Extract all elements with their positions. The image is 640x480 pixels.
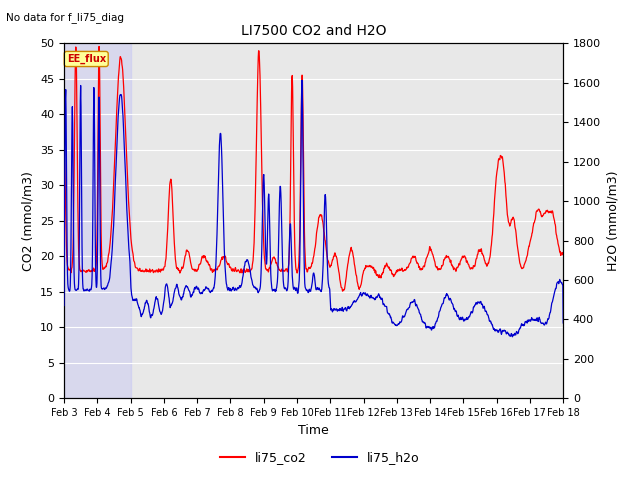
Text: No data for f_li75_diag: No data for f_li75_diag (6, 12, 124, 23)
X-axis label: Time: Time (298, 424, 329, 437)
Title: LI7500 CO2 and H2O: LI7500 CO2 and H2O (241, 24, 387, 38)
Bar (64, 43, 131, 398)
Legend: li75_co2, li75_h2o: li75_co2, li75_h2o (215, 446, 425, 469)
Text: EE_flux: EE_flux (67, 54, 106, 64)
Y-axis label: CO2 (mmol/m3): CO2 (mmol/m3) (22, 171, 35, 271)
Y-axis label: H2O (mmol/m3): H2O (mmol/m3) (607, 170, 620, 271)
